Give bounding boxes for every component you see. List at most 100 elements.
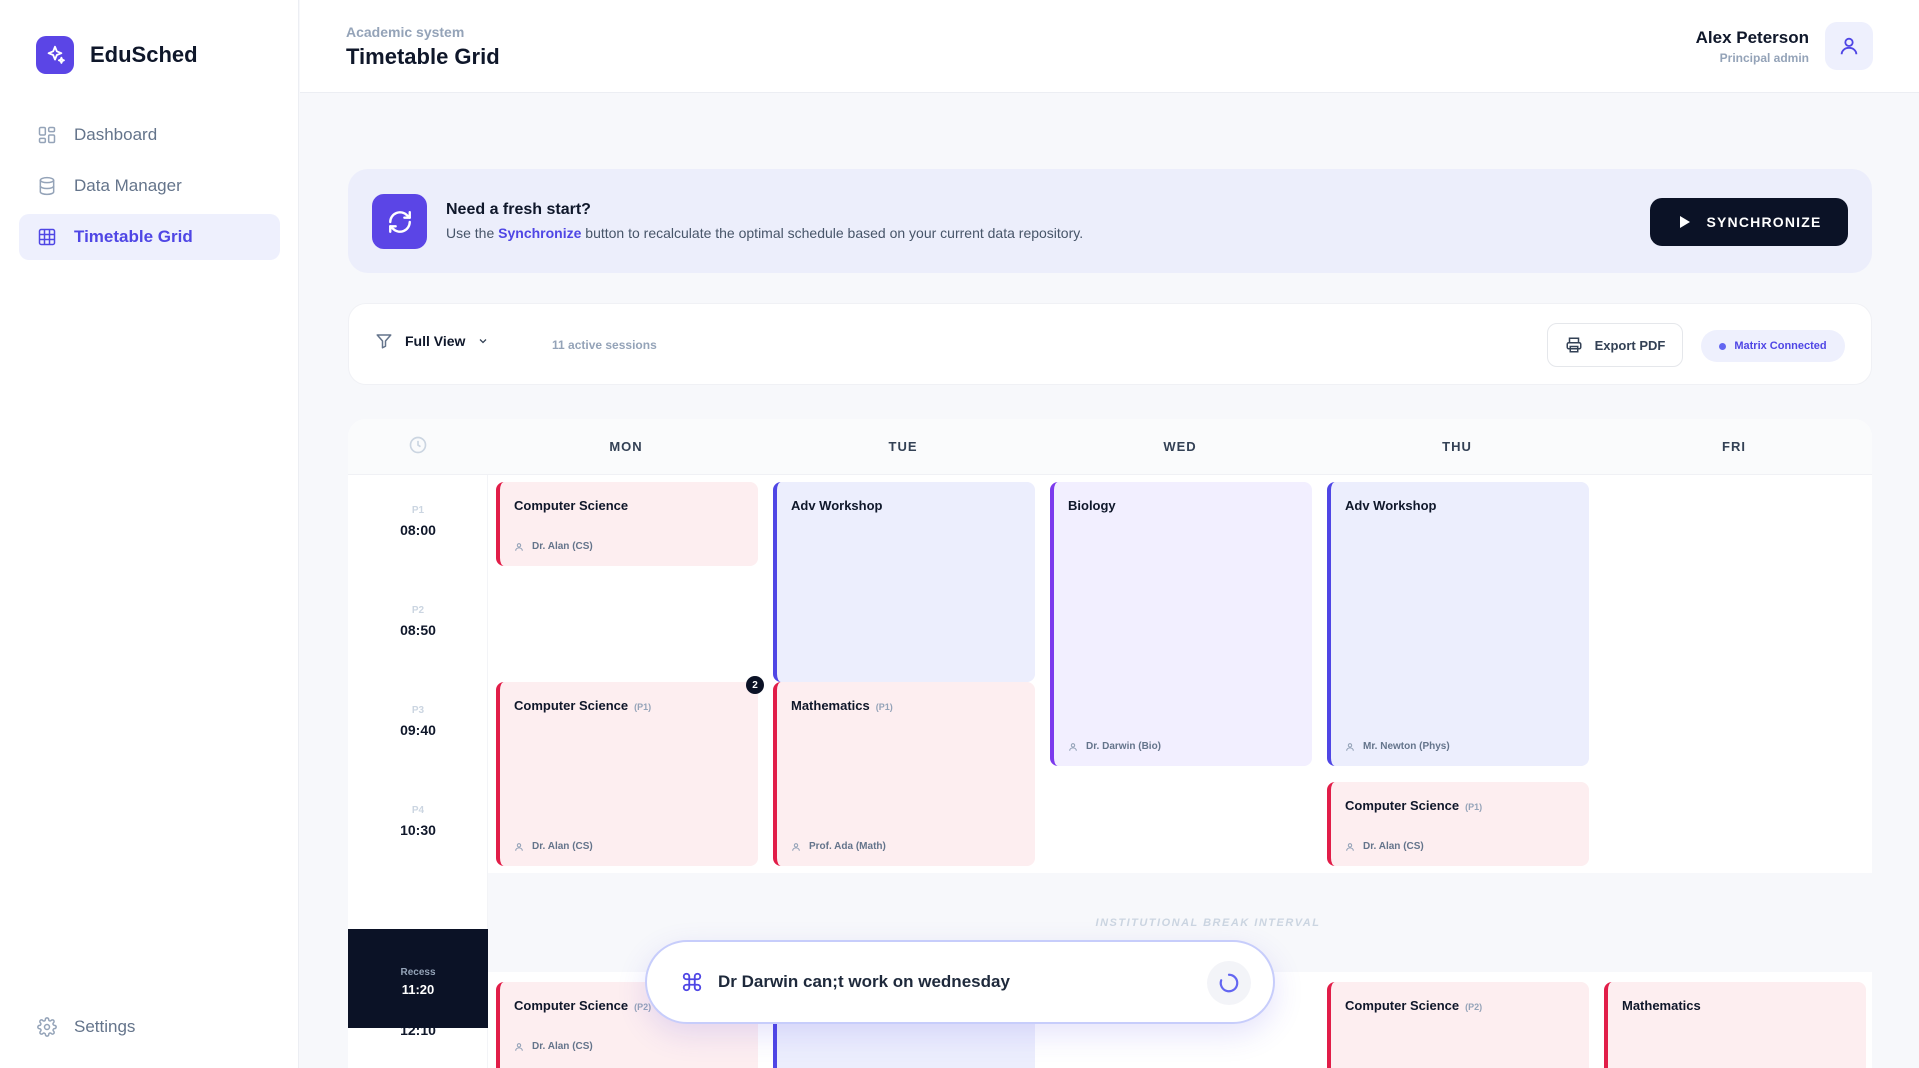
session-card[interactable]: Adv Workshop Mr. Newton (Phys) (1327, 482, 1589, 766)
subject-text: Mathematics (791, 698, 870, 713)
slot-time: 09:40 (400, 722, 436, 738)
clock-icon (409, 436, 427, 454)
session-teacher: Dr. Alan (CS) (514, 841, 593, 852)
day-header-thu: THU (1442, 439, 1472, 454)
sidebar-item-label: Timetable Grid (74, 227, 193, 246)
loading-spinner-icon (1207, 961, 1251, 1005)
filter-icon (376, 334, 392, 349)
slot-period: P1 (411, 505, 425, 516)
recess-label: Recess (400, 967, 436, 978)
sync-banner: Need a fresh start? Use the Synchronize … (348, 169, 1872, 273)
brand[interactable]: EduSched (36, 36, 198, 74)
subject-text: Adv Workshop (791, 498, 883, 513)
sidebar-item-label: Data Manager (74, 176, 182, 195)
session-card[interactable]: Adv Workshop (773, 482, 1035, 682)
session-card[interactable]: Mathematics (P1) Prof. Ada (Math) (773, 682, 1035, 866)
session-teacher: Mr. Newton (Phys) (1345, 741, 1450, 752)
slot-time: 08:50 (400, 622, 436, 638)
sidebar-item-dashboard[interactable]: Dashboard (19, 112, 280, 158)
top-header: Academic system Timetable Grid Alex Pete… (300, 0, 1919, 93)
break-interval-label: INSTITUTIONAL BREAK INTERVAL (1095, 917, 1321, 929)
sidebar-item-label: Settings (74, 1017, 136, 1036)
status-label: Matrix Connected (1734, 340, 1827, 352)
session-card[interactable]: Computer Science (P1) Dr. Alan (CS) (1327, 782, 1589, 866)
command-input-bar[interactable]: Dr Darwin can;t work on wednesday (645, 940, 1275, 1024)
session-teacher: Dr. Alan (CS) (1345, 841, 1424, 852)
session-card[interactable]: Computer Science (P1) Dr. Alan (CS) 2 (496, 676, 764, 866)
slot-time: 08:00 (400, 522, 436, 538)
view-filter-label: Full View (405, 333, 466, 349)
time-slot: P3 09:40 (348, 705, 488, 738)
subject-text: Adv Workshop (1345, 498, 1437, 513)
subject-text: Computer Science (1345, 998, 1460, 1013)
session-teacher: Dr. Alan (CS) (514, 1041, 593, 1052)
day-header-wed: WED (1163, 439, 1197, 454)
subject-text: Computer Science (514, 698, 629, 713)
session-subject: Biology (1068, 498, 1312, 513)
gear-icon (37, 1017, 57, 1037)
slot-period: P3 (411, 705, 425, 716)
subject-text: Mathematics (1622, 998, 1701, 1013)
avatar[interactable] (1825, 22, 1873, 70)
sidebar-item-data-manager[interactable]: Data Manager (19, 163, 280, 209)
session-card[interactable]: Biology Dr. Darwin (Bio) (1050, 482, 1312, 766)
sparkle-icon (36, 36, 74, 74)
command-text[interactable]: Dr Darwin can;t work on wednesday (718, 972, 1010, 991)
teacher-text: Dr. Alan (CS) (532, 1041, 593, 1052)
time-slot: P1 08:00 (348, 505, 488, 538)
user-icon (515, 1042, 523, 1051)
time-column: P1 08:00 P2 08:50 P3 09:40 P4 10:30 P5 1… (348, 475, 488, 1068)
session-subject: Computer Science (P1) (1345, 798, 1589, 813)
session-subject: Adv Workshop (791, 498, 1035, 513)
conflict-count-badge: 2 (746, 676, 764, 694)
dashboard-icon (38, 126, 56, 144)
synchronize-button[interactable]: SYNCHRONIZE (1650, 198, 1848, 246)
period-tag: (P1) (1465, 802, 1483, 812)
banner-text-after: button to recalculate the optimal schedu… (585, 225, 1084, 241)
session-subject: Computer Science (P1) (514, 698, 758, 713)
export-pdf-button[interactable]: Export PDF (1547, 323, 1683, 367)
session-card[interactable]: Computer Science (P2) (1327, 982, 1589, 1068)
teacher-text: Dr. Alan (CS) (532, 841, 593, 852)
subject-text: Computer Science (1345, 798, 1460, 813)
user-icon (515, 842, 523, 851)
command-icon (682, 972, 702, 992)
user-icon (1346, 742, 1354, 751)
brand-name: EduSched (90, 42, 198, 67)
banner-title: Need a fresh start? (446, 201, 591, 218)
session-subject: Computer Science (514, 498, 758, 513)
day-header-mon: MON (609, 439, 643, 454)
user-icon (1840, 37, 1858, 55)
teacher-text: Mr. Newton (Phys) (1363, 741, 1450, 752)
time-slot: P2 08:50 (348, 605, 488, 638)
banner-text-before: Use the (446, 225, 495, 241)
day-header-tue: TUE (888, 439, 918, 454)
session-subject: Computer Science (P2) (514, 998, 758, 1013)
session-subject: Adv Workshop (1345, 498, 1589, 513)
breadcrumb: Academic system (346, 24, 465, 40)
period-tag: (P1) (875, 702, 893, 712)
session-card[interactable]: Mathematics (1604, 982, 1866, 1068)
user-icon (1069, 742, 1077, 751)
subject-text: Biology (1068, 498, 1116, 513)
teacher-text: Prof. Ada (Math) (809, 841, 886, 852)
sidebar-item-settings[interactable]: Settings (19, 1004, 280, 1050)
teacher-text: Dr. Alan (CS) (1363, 841, 1424, 852)
session-card[interactable]: Computer Science Dr. Alan (CS) (496, 482, 758, 566)
view-filter-dropdown[interactable]: Full View (375, 332, 489, 350)
session-subject: Mathematics (1622, 998, 1866, 1013)
teacher-text: Dr. Darwin (Bio) (1086, 741, 1162, 752)
period-tag: (P2) (634, 1002, 652, 1012)
sidebar: EduSched Dashboard Data Manager Timetabl… (0, 0, 299, 1068)
user-icon (1346, 842, 1354, 851)
grid-header: MON TUE WED THU FRI (348, 419, 1872, 475)
status-dot (1719, 342, 1727, 350)
period-tag: (P1) (634, 702, 652, 712)
user-icon (792, 842, 800, 851)
slot-period: P4 (411, 805, 425, 816)
status-badge: Matrix Connected (1701, 330, 1845, 362)
subject-text: Computer Science (514, 498, 629, 513)
synchronize-button-label: SYNCHRONIZE (1706, 214, 1822, 230)
sidebar-item-timetable-grid[interactable]: Timetable Grid (19, 214, 280, 260)
session-subject: Computer Science (P2) (1345, 998, 1589, 1013)
